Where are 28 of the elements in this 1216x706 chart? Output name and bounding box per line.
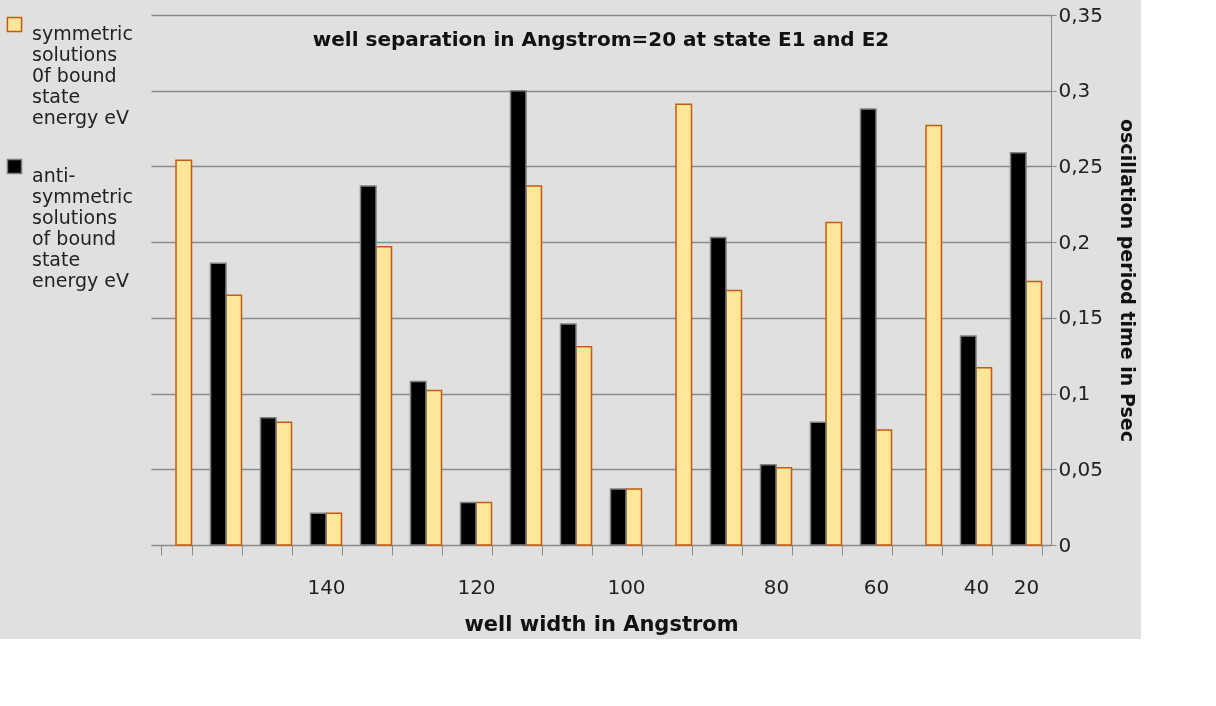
y2-tick-label: 0,2	[1058, 229, 1091, 254]
bar	[925, 124, 943, 546]
bar	[325, 512, 343, 546]
y2-tick-label: 0,35	[1058, 2, 1104, 27]
x-tick-label: 40	[963, 574, 990, 599]
y2-tick-label: 0,25	[1058, 153, 1104, 178]
bar	[675, 103, 693, 546]
y2-tick-label: 0,15	[1058, 305, 1104, 330]
x-tick-label: 20	[1013, 574, 1040, 599]
text: well separation in Angstrom=20 at state E1 and E2	[312, 27, 890, 51]
x-tick-label: 120	[457, 574, 496, 599]
legend-label: symmetric solutions 0f bound state energy eV	[32, 21, 133, 128]
y2-axis-title: oscillation period time in Psec	[1117, 118, 1140, 443]
y2-tick-label: 0	[1058, 532, 1072, 557]
bar	[309, 512, 327, 546]
x-tick-label: 80	[763, 574, 790, 599]
x-tick-label: 60	[863, 574, 890, 599]
x-tick-label: 100	[607, 574, 646, 599]
x-axis-title: well width in Angstrom	[464, 611, 739, 636]
y2-tick-label: 0,3	[1058, 78, 1091, 103]
y2-tick-label: 0,05	[1058, 456, 1104, 481]
x-tick-label: 140	[307, 574, 346, 599]
bar	[459, 501, 477, 546]
bar	[175, 159, 193, 546]
y2-tick-label: 0,1	[1058, 381, 1091, 406]
legend-label: anti-symmetric solutions of bound state energy eV	[32, 163, 133, 291]
bar	[825, 221, 843, 546]
bar	[609, 488, 627, 546]
